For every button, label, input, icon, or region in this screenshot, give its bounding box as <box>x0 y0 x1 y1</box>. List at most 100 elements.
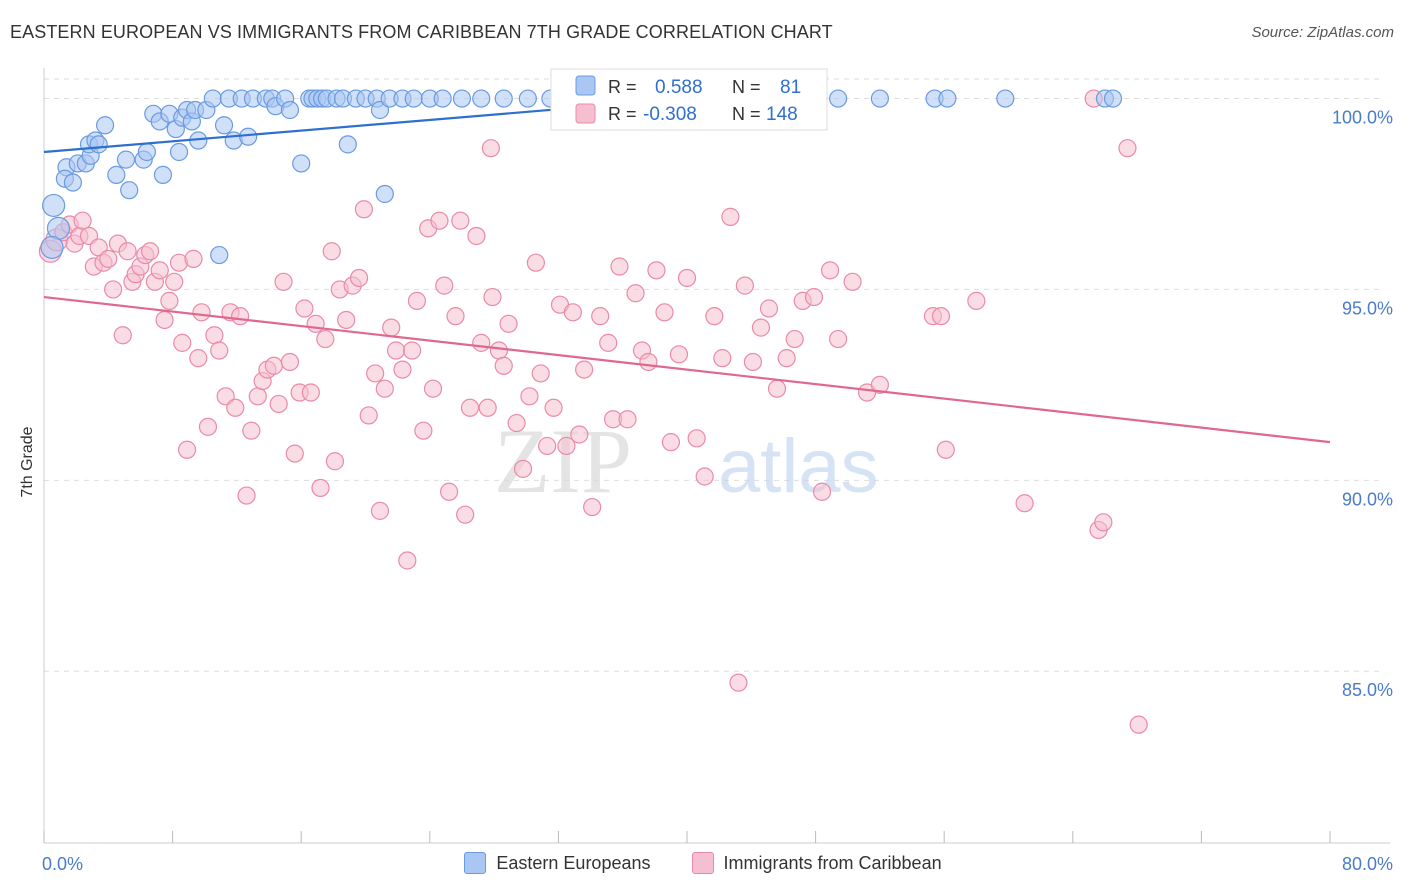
y-tick-label-1: 90.0% <box>1342 489 1393 509</box>
caribbean-point-138 <box>936 440 955 459</box>
eastern-european-point-77 <box>829 89 848 108</box>
caribbean-point-146 <box>481 139 500 158</box>
eastern-european-point-5 <box>63 173 83 192</box>
caribbean-point-15 <box>118 242 137 261</box>
trend-line-immigrants-from-caribbean <box>43 295 1331 444</box>
stats-r-value-pink: -0.308 <box>643 104 697 125</box>
y-tick-label-0: 85.0% <box>1342 680 1393 700</box>
eastern-european-point-13 <box>107 165 126 184</box>
legend-label-immigrants-from-caribbean: Immigrants from Caribbean <box>723 852 942 873</box>
series-eastern-europeans <box>40 89 1123 265</box>
caribbean-point-56 <box>325 452 345 471</box>
series-legend: Eastern Europeans Immigrants from Caribb… <box>0 852 1406 879</box>
caribbean-point-110 <box>647 261 666 280</box>
eastern-european-point-15 <box>120 181 139 200</box>
caribbean-point-41 <box>248 387 267 406</box>
eastern-european-point-36 <box>239 127 258 146</box>
caribbean-point-40 <box>242 421 261 440</box>
caribbean-point-116 <box>695 467 714 486</box>
caribbean-point-68 <box>393 360 412 379</box>
caribbean-point-25 <box>165 272 184 291</box>
caribbean-point-89 <box>507 413 526 433</box>
caribbean-point-69 <box>398 551 417 570</box>
eastern-european-point-63 <box>472 89 491 108</box>
caribbean-point-55 <box>322 242 341 261</box>
gridlines <box>44 78 1380 672</box>
caribbean-point-75 <box>430 211 449 230</box>
eastern-european-point-51 <box>338 135 357 154</box>
stats-r-label-pink: R = <box>608 104 637 124</box>
caribbean-point-94 <box>538 436 557 456</box>
source-attribution: Source: ZipAtlas.com <box>1251 24 1394 41</box>
caribbean-point-130 <box>812 482 832 501</box>
eastern-european-point-62 <box>452 89 472 108</box>
caribbean-point-67 <box>386 341 406 360</box>
series-immigrants-from-caribbean <box>38 89 1148 734</box>
caribbean-point-47 <box>280 352 300 372</box>
caribbean-point-52 <box>306 314 325 333</box>
caribbean-point-90 <box>513 459 533 478</box>
caribbean-point-88 <box>499 314 518 333</box>
caribbean-point-137 <box>931 307 951 326</box>
caribbean-point-85 <box>483 287 502 307</box>
caribbean-point-97 <box>557 436 576 456</box>
eastern-european-point-43 <box>292 154 311 173</box>
stats-r-value-blue: 0.588 <box>655 77 703 98</box>
stats-legend: R = 0.588 N = 81 R = -0.308 N = 148 <box>550 68 828 131</box>
y-tick-label-2: 95.0% <box>1342 298 1393 318</box>
caribbean-point-120 <box>729 673 748 692</box>
caribbean-point-127 <box>785 329 804 349</box>
caribbean-point-37 <box>226 398 245 417</box>
caribbean-point-70 <box>403 341 422 360</box>
caribbean-point-101 <box>583 497 602 517</box>
caribbean-point-74 <box>423 379 443 398</box>
caribbean-point-64 <box>370 501 390 520</box>
caribbean-point-124 <box>759 299 779 318</box>
eastern-european-point-65 <box>518 89 537 108</box>
caribbean-point-79 <box>451 211 470 230</box>
caribbean-point-38 <box>231 307 250 326</box>
eastern-european-point-81 <box>996 89 1015 108</box>
eastern-european-point-64 <box>494 89 513 108</box>
caribbean-point-87 <box>494 356 513 375</box>
caribbean-point-77 <box>439 482 459 501</box>
caribbean-point-83 <box>472 333 491 352</box>
caribbean-point-12 <box>104 280 123 299</box>
eastern-european-point-23 <box>169 142 189 162</box>
caribbean-point-39 <box>237 486 256 505</box>
caribbean-point-76 <box>435 276 454 295</box>
caribbean-point-132 <box>829 329 848 349</box>
stats-n-label-pink: N = <box>732 104 761 124</box>
caribbean-point-61 <box>354 200 373 219</box>
caribbean-point-131 <box>820 261 840 280</box>
stats-r-label-blue: R = <box>608 77 637 97</box>
caribbean-point-20 <box>140 242 160 261</box>
caribbean-point-22 <box>150 261 169 280</box>
caribbean-point-102 <box>591 307 610 326</box>
caribbean-point-100 <box>575 360 594 379</box>
eastern-european-point-57 <box>375 184 394 204</box>
legend-item-eastern-europeans: Eastern Europeans <box>464 852 651 874</box>
axes <box>43 68 1390 844</box>
legend-label-eastern-europeans: Eastern Europeans <box>496 852 651 873</box>
caribbean-point-48 <box>285 444 304 463</box>
caribbean-point-14 <box>113 326 132 345</box>
caribbean-point-72 <box>414 421 433 440</box>
caribbean-point-113 <box>669 345 689 364</box>
legend-item-immigrants-from-caribbean: Immigrants from Caribbean <box>691 852 942 874</box>
caribbean-point-31 <box>192 303 211 322</box>
caribbean-point-51 <box>301 383 320 402</box>
caribbean-point-129 <box>804 287 824 307</box>
caribbean-point-99 <box>570 425 589 444</box>
eastern-european-point-0 <box>42 193 66 218</box>
caribbean-point-62 <box>359 406 378 425</box>
caribbean-point-119 <box>721 207 740 226</box>
caribbean-point-34 <box>210 341 229 360</box>
caribbean-point-109 <box>639 352 658 372</box>
y-axis-label: 7th Grade <box>19 426 36 497</box>
caribbean-point-30 <box>189 349 208 368</box>
chart-title: EASTERN EUROPEAN VS IMMIGRANTS FROM CARI… <box>10 22 833 42</box>
y-tick-label-3: 100.0% <box>1332 108 1393 128</box>
caribbean-point-71 <box>407 291 427 310</box>
eastern-european-point-83 <box>1103 89 1123 108</box>
